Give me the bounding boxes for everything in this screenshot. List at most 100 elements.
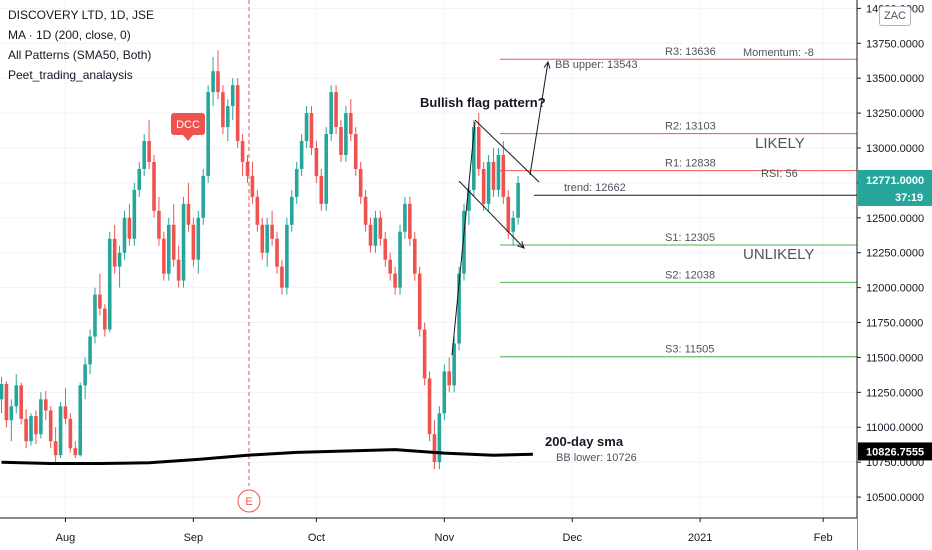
candle-body[interactable] — [14, 385, 19, 407]
candle-body[interactable] — [417, 273, 422, 330]
candle-body[interactable] — [408, 203, 412, 239]
candle-body[interactable] — [403, 203, 407, 232]
candle-body[interactable] — [260, 224, 265, 253]
candle-body[interactable] — [176, 259, 181, 281]
candle-body[interactable] — [516, 182, 520, 218]
candle-body[interactable] — [467, 189, 471, 211]
candle-body[interactable] — [457, 273, 461, 344]
candle-body[interactable] — [447, 371, 452, 386]
candle-body[interactable] — [432, 434, 437, 463]
candle-body[interactable] — [166, 224, 171, 274]
symbol-title[interactable]: DISCOVERY LTD, 1D, JSE — [8, 8, 155, 22]
candle-body[interactable] — [486, 161, 491, 204]
candle-body[interactable] — [226, 106, 230, 128]
candle-body[interactable] — [289, 196, 294, 225]
candle-body[interactable] — [157, 210, 161, 239]
candle-body[interactable] — [472, 127, 476, 190]
candle-body[interactable] — [191, 224, 196, 260]
candle-body[interactable] — [511, 217, 515, 232]
candle-body[interactable] — [363, 196, 368, 225]
candle-body[interactable] — [29, 416, 33, 442]
candle-body[interactable] — [48, 410, 53, 442]
candle-body[interactable] — [324, 134, 329, 204]
candle-body[interactable] — [206, 92, 210, 176]
candle-body[interactable] — [58, 406, 63, 456]
candle-body[interactable] — [152, 161, 156, 211]
candle-body[interactable] — [78, 385, 83, 456]
candle-body[interactable] — [299, 141, 304, 169]
candle-body[interactable] — [181, 203, 186, 281]
candle-body[interactable] — [452, 343, 456, 386]
candle-body[interactable] — [107, 238, 112, 330]
candle-body[interactable] — [122, 217, 127, 253]
candle-body[interactable] — [334, 92, 338, 128]
candle-body[interactable] — [506, 196, 511, 232]
candle-body[interactable] — [314, 148, 319, 176]
candle-body[interactable] — [437, 413, 442, 463]
candle-body[interactable] — [368, 224, 373, 246]
candle-body[interactable] — [127, 217, 132, 239]
candle-body[interactable] — [383, 238, 388, 260]
candle-body[interactable] — [442, 371, 447, 414]
candle-body[interactable] — [24, 418, 28, 442]
candle-body[interactable] — [245, 161, 250, 176]
candle-body[interactable] — [147, 141, 151, 162]
candle-body[interactable] — [235, 85, 240, 142]
candle-body[interactable] — [304, 113, 309, 142]
candle-body[interactable] — [73, 448, 78, 456]
candle-body[interactable] — [280, 266, 284, 288]
candle-body[interactable] — [137, 168, 142, 190]
candle-body[interactable] — [117, 252, 122, 267]
candle-body[interactable] — [132, 189, 137, 239]
candle-body[interactable] — [378, 217, 383, 239]
candle-body[interactable] — [339, 127, 343, 155]
candle-body[interactable] — [398, 231, 402, 288]
candle-body[interactable] — [358, 168, 363, 197]
dcc-badge[interactable]: DCC — [171, 113, 205, 141]
candle-body[interactable] — [39, 399, 43, 435]
time-axis[interactable]: Aug Sep Oct Nov Dec 2021 Feb — [0, 517, 857, 550]
candle-body[interactable] — [196, 217, 201, 260]
candle-body[interactable] — [373, 217, 378, 246]
candle-body[interactable] — [501, 154, 506, 197]
currency-button[interactable]: ZAC — [879, 6, 911, 26]
candle-body[interactable] — [270, 224, 274, 239]
candle-body[interactable] — [9, 406, 14, 421]
candle-body[interactable] — [53, 441, 58, 456]
candle-body[interactable] — [388, 259, 392, 274]
ma-indicator-label[interactable]: MA · 1D (200, close, 0) — [8, 28, 131, 42]
candle-body[interactable] — [83, 364, 87, 386]
price-axis[interactable]: 14000.000013750.000013500.000013250.0000… — [856, 0, 932, 550]
candle-body[interactable] — [93, 294, 97, 337]
candle-body[interactable] — [309, 113, 314, 148]
candle-body[interactable] — [255, 196, 260, 225]
candle-body[interactable] — [349, 113, 353, 135]
candle-body[interactable] — [491, 161, 496, 190]
candle-body[interactable] — [329, 92, 333, 135]
candle-body[interactable] — [34, 416, 38, 435]
candle-body[interactable] — [353, 134, 358, 169]
candle-body[interactable] — [285, 224, 289, 288]
candle-body[interactable] — [112, 238, 117, 267]
candle-body[interactable] — [221, 92, 225, 128]
candle-body[interactable] — [142, 141, 146, 169]
candle-body[interactable] — [211, 71, 215, 93]
candle-body[interactable] — [19, 385, 23, 419]
candle-body[interactable] — [162, 238, 166, 274]
candle-body[interactable] — [4, 383, 9, 421]
candle-body[interactable] — [0, 383, 4, 400]
candle-body[interactable] — [393, 273, 397, 288]
candle-body[interactable] — [240, 141, 245, 162]
candle-body[interactable] — [103, 308, 107, 330]
candle-body[interactable] — [476, 127, 481, 169]
candle-body[interactable] — [186, 203, 191, 225]
patterns-indicator-label[interactable]: All Patterns (SMA50, Both) — [8, 48, 152, 62]
candle-body[interactable] — [171, 224, 176, 260]
candle-body[interactable] — [462, 210, 466, 274]
candle-body[interactable] — [265, 224, 269, 253]
candle-body[interactable] — [427, 378, 432, 435]
candle-body[interactable] — [98, 294, 102, 309]
candle-body[interactable] — [481, 168, 486, 204]
candle-body[interactable] — [88, 336, 92, 365]
